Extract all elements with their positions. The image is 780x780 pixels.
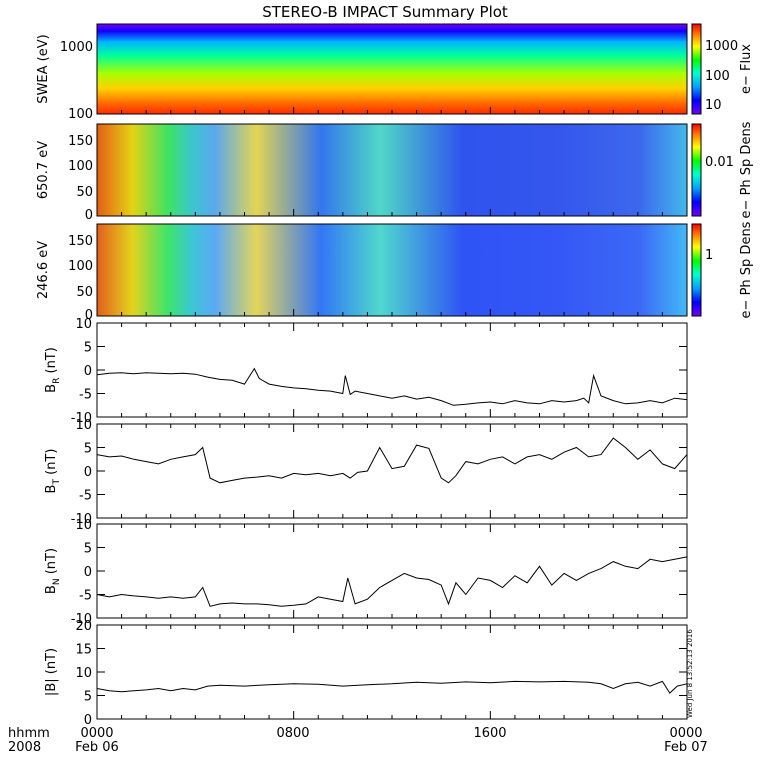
pad246-ylabel: 246.6 eV xyxy=(36,241,51,299)
swea-spectrogram-image xyxy=(97,24,687,114)
br-ytick-label: -10 xyxy=(71,411,92,426)
bn-ytick-label: 10 xyxy=(75,518,92,533)
time-tick-0800: 0800 xyxy=(276,726,309,741)
bn-panel: 10 5 0 -5 -10 BN (nT) xyxy=(44,518,688,627)
pad650-xticks xyxy=(96,209,688,216)
bn-frame xyxy=(96,523,688,619)
bt-ytick-label: 10 xyxy=(75,418,92,433)
time-axis: hhmm 2008 0000 Feb 06 0800 1600 0000 Feb… xyxy=(8,726,708,755)
bn-ylabel: BN (nT) xyxy=(44,548,62,594)
pad246-spectrogram: 150 100 50 0 246.6 eV 1 e− Ph Sp Dens xyxy=(36,221,754,323)
br-ytick-label: 5 xyxy=(84,341,92,356)
swea-colorbar xyxy=(691,23,702,115)
br-frame xyxy=(96,322,688,418)
date-start: Feb 06 xyxy=(75,740,119,755)
pad246-xticks xyxy=(96,309,688,316)
swea-colorbar-label: e− Flux xyxy=(739,44,754,94)
date-end: Feb 07 xyxy=(664,740,708,755)
swea-colorbar-tick: 1000 xyxy=(705,39,738,54)
pad246-ytick-label: 50 xyxy=(76,285,93,300)
swea-ylabel: SWEA (eV) xyxy=(36,34,51,103)
b-panel: 20 15 10 5 0 |B| (nT) xyxy=(44,619,688,728)
bt-ytick-label: -5 xyxy=(79,489,92,504)
b-ytick-label: 10 xyxy=(75,666,92,681)
bn-trace xyxy=(96,556,688,607)
pad650-colorbar-label: e− Ph Sp Dens xyxy=(739,121,754,218)
br-panel: 10 5 0 -5 -10 BR (nT) xyxy=(44,317,688,426)
pad246-ytick-label: 150 xyxy=(68,234,93,249)
pad246-colorbar-label: e− Ph Sp Dens xyxy=(739,221,754,318)
b-ytick-label: 0 xyxy=(84,713,92,728)
b-ytick-label: 5 xyxy=(84,690,92,705)
bt-frame xyxy=(96,423,688,519)
b-trace xyxy=(96,680,688,694)
swea-colorbar-tick: 100 xyxy=(705,69,730,84)
generation-timestamp: Wed Jun 8 13:52:13 2016 xyxy=(686,629,694,718)
swea-xticks xyxy=(96,107,688,114)
bt-panel: 10 5 0 -5 -10 BT (nT) xyxy=(44,418,688,527)
swea-colorbar-tick: 10 xyxy=(705,98,722,113)
bt-ytick-label: 5 xyxy=(84,442,92,457)
pad246-spectrogram-image xyxy=(97,224,687,316)
pad246-colorbar xyxy=(691,223,702,317)
pad650-spectrogram: 150 100 50 0 650.7 eV 0.01 e− Ph Sp Dens xyxy=(36,121,754,223)
time-tick-end: 0000 xyxy=(669,726,702,741)
bn-ytick-label: 5 xyxy=(84,542,92,557)
plot-title: STEREO-B IMPACT Summary Plot xyxy=(262,3,508,21)
br-ytick-label: 10 xyxy=(75,317,92,332)
swea-ytick-label: 1000 xyxy=(60,40,93,55)
pad650-ytick-label: 0 xyxy=(85,208,93,223)
swea-ytick-label: 100 xyxy=(68,107,93,122)
swea-spectrogram: 1000 100 SWEA (eV) 1000 100 10 e− Flux xyxy=(36,23,754,122)
pad650-ytick-label: 150 xyxy=(68,134,93,149)
pad650-colorbar-tick: 0.01 xyxy=(705,155,734,170)
pad650-ytick-label: 50 xyxy=(76,185,93,200)
b-ytick-label: 15 xyxy=(75,643,92,658)
br-trace xyxy=(96,367,688,406)
bn-ytick-label: 0 xyxy=(84,565,92,580)
pad650-ytick-label: 100 xyxy=(68,159,93,174)
b-ytick-label: 20 xyxy=(75,619,92,634)
pad650-spectrogram-image xyxy=(97,124,687,216)
bt-ylabel: BT (nT) xyxy=(44,449,62,494)
pad650-colorbar xyxy=(691,123,702,217)
pad246-ytick-label: 0 xyxy=(85,308,93,323)
bn-ytick-label: -5 xyxy=(79,589,92,604)
time-tick-start: 0000 xyxy=(80,726,113,741)
br-ytick-label: -5 xyxy=(79,388,92,403)
bn-ytick-label: -10 xyxy=(71,612,92,627)
br-ylabel: BR (nT) xyxy=(44,347,62,393)
hhmm-label: hhmm xyxy=(8,726,50,741)
br-ytick-label: 0 xyxy=(84,364,92,379)
pad246-ytick-label: 100 xyxy=(68,259,93,274)
bt-trace xyxy=(96,437,688,484)
year-label: 2008 xyxy=(8,740,41,755)
pad650-ylabel: 650.7 eV xyxy=(36,141,51,199)
pad246-colorbar-tick: 1 xyxy=(705,248,713,263)
bt-ytick-label: -10 xyxy=(71,512,92,527)
b-frame xyxy=(96,624,688,720)
bt-ytick-label: 0 xyxy=(84,465,92,480)
time-tick-1600: 1600 xyxy=(473,726,506,741)
b-ylabel: |B| (nT) xyxy=(44,648,59,696)
